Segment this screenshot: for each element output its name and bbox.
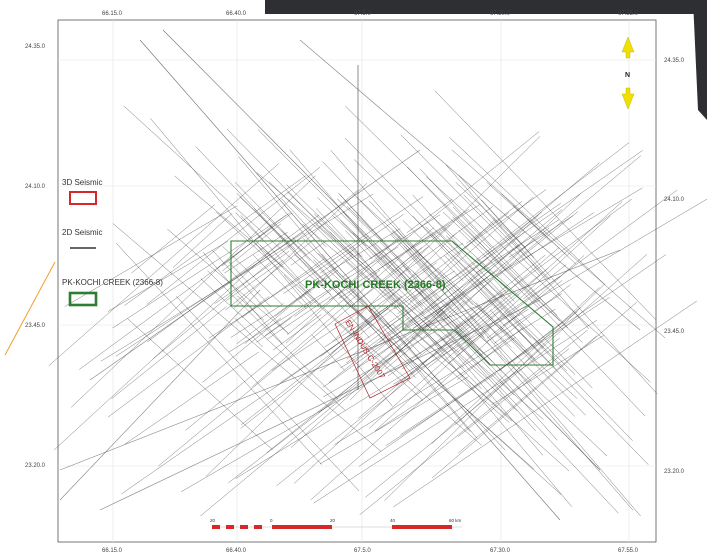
scale-label-1: 20 [210, 518, 216, 523]
y-tick-right-1: 24.35.0 [664, 58, 685, 64]
x-tick-top-2: 66.40.0 [226, 11, 247, 17]
x-tick-bottom-4: 67.30.0 [490, 548, 511, 554]
dark-overlay-top [265, 0, 707, 14]
y-tick-right-4: 23.20.0 [664, 469, 685, 475]
y-tick-left-4: 23.20.0 [25, 463, 46, 469]
y-tick-right-2: 24.10.0 [664, 197, 685, 203]
north-label: N [625, 72, 630, 79]
block-label: PK-KOCHI CREEK (2366-8) [305, 279, 446, 291]
x-tick-top-1: 66.15.0 [102, 11, 123, 17]
y-tick-left-1: 24.35.0 [25, 44, 46, 50]
x-tick-top-3: 67.5.0 [354, 11, 371, 17]
x-tick-bottom-2: 66.40.0 [226, 548, 247, 554]
legend-label-3d: 3D Seismic [62, 178, 102, 187]
legend-label-2d: 2D Seismic [62, 228, 102, 237]
scale-label-4: 40 [390, 518, 396, 523]
legend-label-block: PK-KOCHI CREEK (2366-8) [62, 278, 163, 287]
x-tick-bottom-5: 67.55.0 [618, 548, 639, 554]
x-tick-top-4: 67.30.0 [490, 11, 511, 17]
x-tick-top-5: 67.55.0 [618, 11, 639, 17]
scale-label-5: 60 km [449, 518, 462, 523]
x-tick-bottom-3: 67.5.0 [354, 548, 371, 554]
y-tick-left-3: 23.45.0 [25, 323, 46, 329]
y-tick-left-2: 24.10.0 [25, 184, 46, 190]
x-tick-bottom-1: 66.15.0 [102, 548, 123, 554]
scale-label-3: 20 [330, 518, 336, 523]
y-tick-right-3: 23.45.0 [664, 329, 685, 335]
